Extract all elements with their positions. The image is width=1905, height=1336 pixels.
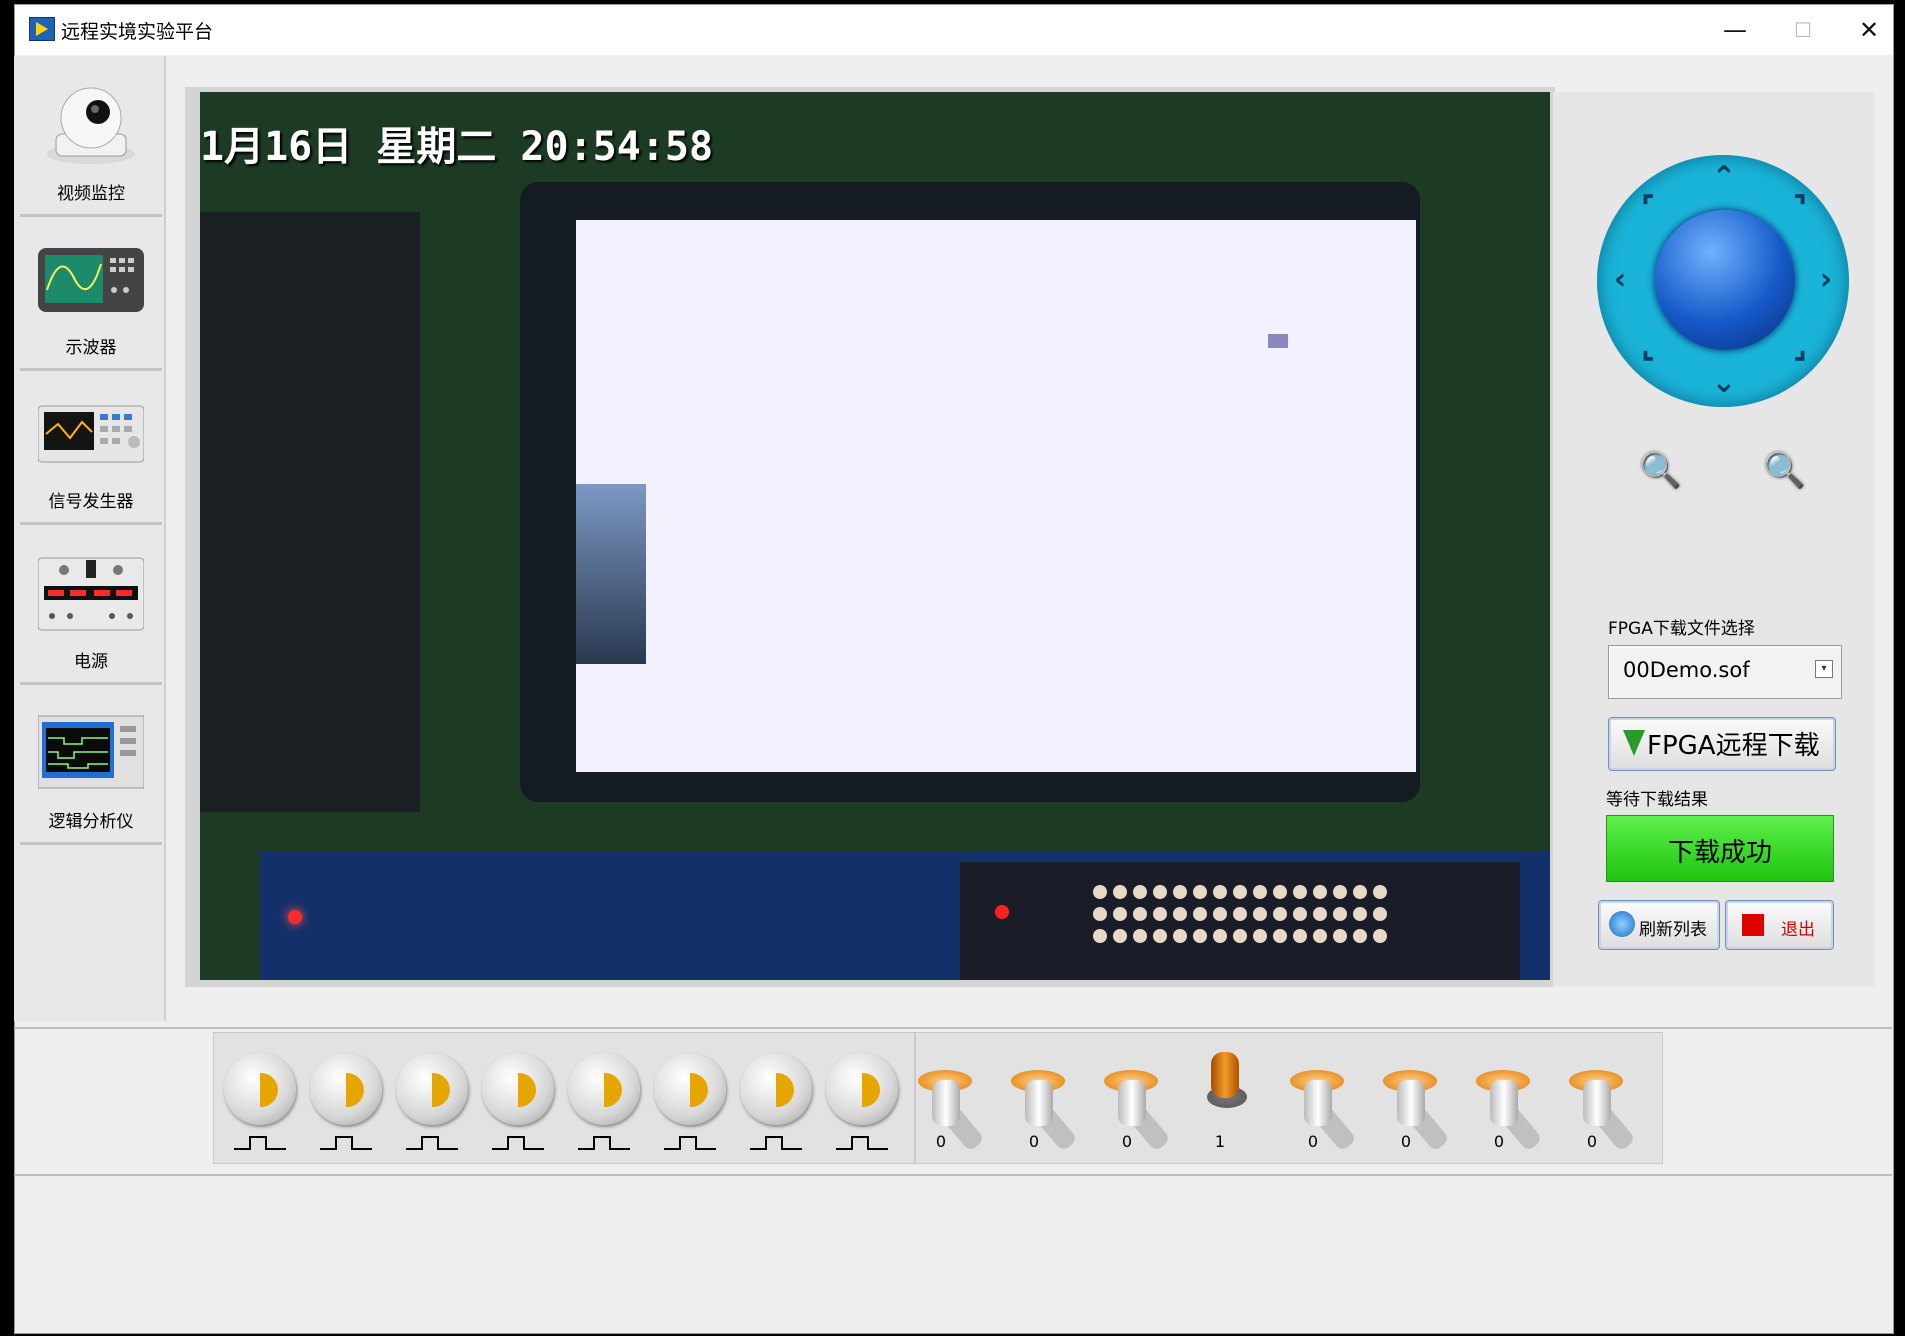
- toggle-switch-8[interactable]: [1569, 1062, 1649, 1153]
- toggle-switch-3[interactable]: [1104, 1062, 1184, 1153]
- ptz-down-icon[interactable]: ⌄: [1711, 365, 1737, 400]
- pulse-symbol-icon: [320, 1136, 372, 1150]
- fpga-file-select[interactable]: 00Demo.sof ▾: [1608, 645, 1842, 699]
- pulse-button-5[interactable]: [568, 1053, 640, 1125]
- pulse-indicator-icon: [776, 1073, 794, 1107]
- ptz-up-right-icon[interactable]: ⌝: [1792, 190, 1808, 225]
- toggle-switch-6[interactable]: [1383, 1062, 1463, 1153]
- maximize-button[interactable]: ☐: [1794, 18, 1812, 42]
- pulse-button-1[interactable]: [224, 1053, 296, 1125]
- fpga-download-button[interactable]: FPGA远程下载: [1608, 717, 1836, 771]
- exit-label: 退出: [1781, 920, 1815, 940]
- pulse-button-3[interactable]: [396, 1053, 468, 1125]
- pulse-button-8[interactable]: [826, 1053, 898, 1125]
- pulse-button-6[interactable]: [654, 1053, 726, 1125]
- ptz-down-right-icon[interactable]: ⌟: [1792, 330, 1808, 365]
- fpga-file-value: 00Demo.sof: [1623, 658, 1750, 682]
- pulse-button-2[interactable]: [310, 1053, 382, 1125]
- refresh-list-label: 刷新列表: [1639, 920, 1707, 940]
- toggle-switch-1[interactable]: [918, 1062, 998, 1153]
- signal-generator-icon: [37, 384, 145, 480]
- toggle-value-8: 0: [1586, 1132, 1598, 1151]
- pulse-symbol-icon: [492, 1136, 544, 1150]
- zoom-in-icon[interactable]: 🔍: [1763, 451, 1807, 491]
- download-arrow-icon: [1623, 730, 1645, 756]
- pulse-indicator-icon: [346, 1073, 364, 1107]
- fpga-download-label: FPGA远程下载: [1647, 731, 1820, 761]
- divider: [14, 1174, 1892, 1176]
- ptz-right-icon[interactable]: ›: [1819, 262, 1833, 297]
- refresh-icon: [1609, 911, 1635, 937]
- title-bar: 远程实境实验平台 — ☐ ✕: [15, 5, 1893, 55]
- lcd-image-thumbnail: [576, 484, 646, 664]
- app-icon: [29, 17, 55, 41]
- pulse-symbol-icon: [750, 1136, 802, 1150]
- pulse-symbol-icon: [406, 1136, 458, 1150]
- download-status-text: 下载成功: [1667, 838, 1772, 868]
- ptz-up-left-icon[interactable]: ⌜: [1640, 190, 1656, 225]
- sidebar-item-label: 视频监控: [57, 184, 125, 204]
- toggle-switch-2[interactable]: [1011, 1062, 1091, 1153]
- toggle-value-7: 0: [1493, 1132, 1505, 1151]
- oscilloscope-icon: [38, 230, 144, 326]
- toggle-value-5: 0: [1307, 1132, 1319, 1151]
- pcb-connector: [200, 212, 420, 812]
- close-button[interactable]: ✕: [1858, 16, 1880, 44]
- ptz-up-icon[interactable]: ⌃: [1711, 160, 1737, 195]
- sidebar-item-signal-generator[interactable]: 信号发生器: [20, 372, 162, 525]
- download-status-indicator: 下载成功: [1606, 815, 1834, 882]
- sidebar-item-label: 信号发生器: [48, 492, 134, 512]
- ptz-left-icon[interactable]: ‹: [1613, 262, 1627, 297]
- toggle-switch-5[interactable]: [1290, 1062, 1370, 1153]
- toggle-value-1: 0: [935, 1132, 947, 1151]
- sidebar-item-logic-analyzer[interactable]: 逻辑分析仪: [20, 692, 162, 845]
- led-indicator: [288, 910, 302, 924]
- sidebar-item-power-supply[interactable]: 电源: [20, 532, 162, 685]
- toggle-value-2: 0: [1028, 1132, 1040, 1151]
- sidebar-item-video-monitor[interactable]: 视频监控: [20, 64, 162, 217]
- pulse-indicator-icon: [260, 1073, 278, 1107]
- stop-icon: [1742, 914, 1764, 936]
- minimize-button[interactable]: —: [1723, 16, 1747, 44]
- exit-button[interactable]: 退出: [1725, 900, 1834, 950]
- pulse-indicator-icon: [862, 1073, 880, 1107]
- toggle-value-4: 1: [1214, 1132, 1226, 1151]
- pulse-indicator-icon: [432, 1073, 450, 1107]
- pulse-indicator-icon: [518, 1073, 536, 1107]
- zoom-out-icon[interactable]: 🔍: [1639, 451, 1683, 491]
- lcd-screen: [576, 220, 1416, 772]
- refresh-list-button[interactable]: 刷新列表: [1598, 900, 1720, 950]
- pulse-button-7[interactable]: [740, 1053, 812, 1125]
- logic-analyzer-icon: [37, 704, 145, 800]
- toggle-switch-7[interactable]: [1476, 1062, 1556, 1153]
- sidebar: 视频监控 示波器 信号发生器: [14, 56, 166, 1021]
- pulse-indicator-icon: [604, 1073, 622, 1107]
- pulse-symbol-icon: [234, 1136, 286, 1150]
- video-feed[interactable]: 1月16日 星期二 20:54:58: [200, 92, 1550, 980]
- wait-result-label: 等待下载结果: [1606, 790, 1708, 810]
- toggle-value-6: 0: [1400, 1132, 1412, 1151]
- pulse-symbol-icon: [578, 1136, 630, 1150]
- power-supply-icon: [37, 544, 145, 640]
- camera-icon: [38, 76, 144, 172]
- pulse-button-4[interactable]: [482, 1053, 554, 1125]
- pulse-symbol-icon: [836, 1136, 888, 1150]
- sidebar-item-label: 逻辑分析仪: [48, 812, 134, 832]
- pulse-indicator-icon: [690, 1073, 708, 1107]
- video-timestamp: 1月16日 星期二 20:54:58: [200, 124, 714, 170]
- sidebar-item-oscilloscope[interactable]: 示波器: [20, 218, 162, 371]
- toggle-switch-4[interactable]: [1197, 1052, 1277, 1142]
- pulse-symbol-icon: [664, 1136, 716, 1150]
- ptz-joystick[interactable]: [1655, 210, 1795, 350]
- ptz-down-left-icon[interactable]: ⌞: [1640, 330, 1656, 365]
- pcb-led-matrix: [960, 862, 1520, 980]
- sidebar-item-label: 示波器: [65, 338, 117, 358]
- divider: [14, 1027, 1892, 1029]
- chevron-down-icon[interactable]: ▾: [1815, 660, 1833, 678]
- lcd-sprite: [1268, 334, 1288, 348]
- sidebar-item-label: 电源: [74, 652, 108, 672]
- toggle-value-3: 0: [1121, 1132, 1133, 1151]
- fpga-file-label: FPGA下载文件选择: [1608, 619, 1755, 639]
- window-title: 远程实境实验平台: [61, 21, 214, 43]
